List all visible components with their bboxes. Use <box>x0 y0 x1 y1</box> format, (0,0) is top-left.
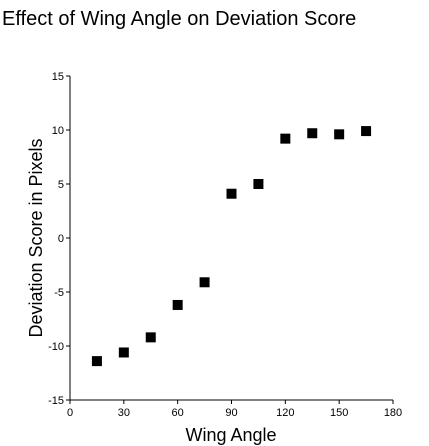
x-tick-label: 60 <box>172 407 184 419</box>
data-point <box>253 179 264 189</box>
x-tick-label: 180 <box>384 407 402 419</box>
y-tick-label: 15 <box>52 71 64 83</box>
x-axis-ticks: 0 30 60 90 120 150 180 <box>67 400 402 419</box>
data-point <box>226 188 237 199</box>
x-tick-label: 0 <box>67 407 73 419</box>
axes <box>69 76 393 401</box>
data-point <box>280 133 291 144</box>
y-tick-label: 0 <box>58 233 64 245</box>
chart-title: Effect of Wing Angle on Deviation Score <box>2 8 356 30</box>
data-point <box>307 128 318 139</box>
y-tick-label: -10 <box>48 341 64 353</box>
y-axis-label: Deviation Score in Pixels <box>26 138 46 337</box>
y-tick-label: -15 <box>48 395 64 407</box>
data-point <box>172 299 183 310</box>
data-point <box>334 129 345 140</box>
y-tick-label: 5 <box>58 179 64 191</box>
y-axis-ticks: 15 10 5 0 -5 -10 -15 <box>48 71 70 407</box>
x-axis-label: Wing Angle <box>185 425 276 445</box>
y-tick-label: -5 <box>54 287 64 299</box>
data-point <box>199 277 210 288</box>
x-tick-label: 90 <box>225 407 237 419</box>
x-tick-label: 120 <box>276 407 294 419</box>
y-tick-label: 10 <box>52 125 64 137</box>
data-point <box>145 332 156 343</box>
data-point <box>118 347 129 358</box>
data-points <box>91 126 372 367</box>
data-point <box>91 356 102 367</box>
x-tick-label: 30 <box>118 407 130 419</box>
data-point <box>361 126 372 137</box>
x-tick-label: 150 <box>330 407 348 419</box>
